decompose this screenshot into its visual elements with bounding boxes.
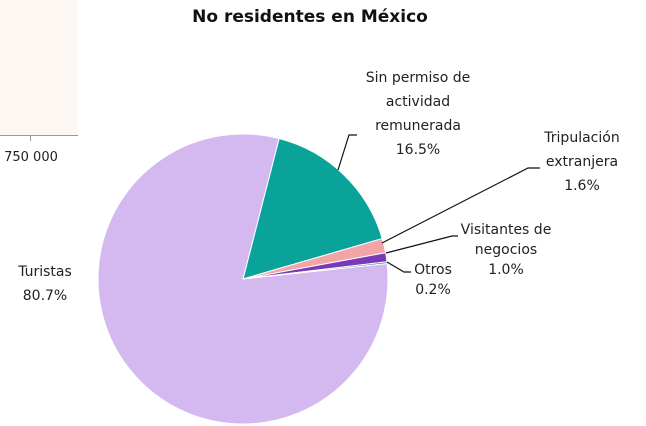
slice-label-tripulaci-n-extranjera: Tripulación [543,130,619,146]
slice-label-sin-permiso-de-actividad-remunerada: Sin permiso de [366,70,470,86]
slice-label-otros: Otros [414,262,452,278]
data-label-visitantes-de-negocios: 1.0% [488,262,524,278]
slice-label-visitantes-de-negocios: negocios [475,242,537,258]
data-label-turistas: 80.7% [23,288,67,304]
data-label-otros: 0.2% [415,282,451,298]
previous-chart-x-axis [0,135,78,136]
previous-chart-plot-area [0,0,78,135]
leader-line-sin-permiso-de-actividad-remunerada [337,134,357,171]
previous-chart-tick-mark [30,135,31,141]
chart-title: No residentes en México [192,7,428,27]
data-label-tripulaci-n-extranjera: 1.6% [564,178,600,194]
leader-line-tripulaci-n-extranjera [381,167,540,244]
leader-line-otros [386,261,411,273]
slice-label-turistas: Turistas [17,264,72,280]
leader-line-visitantes-de-negocios [385,235,458,254]
data-label-sin-permiso-de-actividad-remunerada: 16.5% [396,142,440,158]
pie-slice-turistas [97,133,389,425]
previous-chart-tick-label: 750 000 [4,150,58,165]
slice-label-visitantes-de-negocios: Visitantes de [461,222,552,238]
slice-label-sin-permiso-de-actividad-remunerada: remunerada [375,118,461,134]
pie-slice-sin-permiso-de-actividad-remunerada [242,137,383,280]
slice-label-sin-permiso-de-actividad-remunerada: actividad [386,94,450,110]
slice-label-tripulaci-n-extranjera: extranjera [546,154,618,170]
